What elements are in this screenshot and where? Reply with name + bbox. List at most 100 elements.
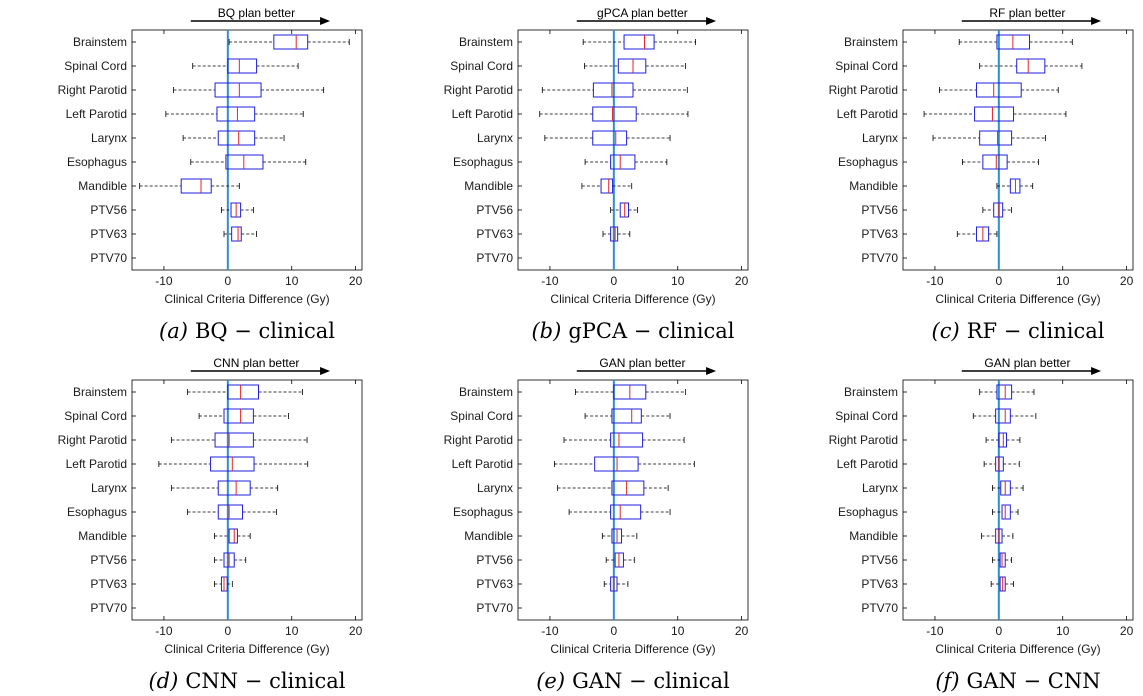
box-8 (602, 226, 631, 242)
x-tick-label: -10 (541, 624, 559, 638)
caption-text: GAN − clinical (572, 669, 730, 693)
y-category-label: Larynx (862, 131, 898, 145)
iqr-box (594, 456, 639, 472)
y-category-label: Mandible (849, 179, 898, 193)
box-2 (171, 432, 308, 448)
y-category-label: PTV63 (476, 227, 513, 241)
box-3 (158, 456, 309, 472)
y-category-label: Larynx (862, 481, 898, 495)
box-5 (187, 504, 277, 520)
x-tick-label: 20 (1120, 624, 1134, 638)
y-category-label: PTV70 (90, 601, 127, 615)
better-arrow-head (1091, 17, 1102, 25)
y-category-label: Left Parotid (837, 457, 898, 471)
better-arrow-label: GAN plan better (984, 356, 1070, 370)
box-4 (171, 480, 279, 496)
x-tick-label: 10 (1056, 624, 1070, 638)
x-tick-label: 0 (224, 274, 231, 288)
box-3 (554, 456, 695, 472)
subplot-caption: (b) gPCA − clinical (531, 319, 734, 343)
iqr-box (225, 154, 264, 170)
caption-letter: (e) (536, 669, 565, 693)
box-1 (972, 408, 1037, 424)
iqr-box (1016, 58, 1046, 74)
iqr-box (975, 82, 1022, 98)
y-category-label: PTV56 (861, 203, 898, 217)
box-8 (223, 226, 257, 242)
iqr-box (592, 106, 637, 122)
x-tick-label: 20 (1120, 274, 1134, 288)
y-category-label: Mandible (464, 529, 513, 543)
box-6 (996, 178, 1034, 194)
iqr-box (610, 432, 644, 448)
caption-letter: (b) (531, 319, 561, 343)
plot-frame (902, 29, 1134, 271)
subplot-caption: (a) BQ − clinical (159, 319, 335, 343)
box-6 (139, 178, 240, 194)
x-tick-label: 20 (735, 274, 749, 288)
iqr-box (216, 106, 256, 122)
box-7 (982, 202, 1013, 218)
caption-text: RF − clinical (967, 319, 1105, 343)
iqr-box (974, 106, 1015, 122)
iqr-box (228, 528, 238, 544)
iqr-box (214, 82, 262, 98)
box-7 (605, 552, 635, 568)
plot-frame (902, 379, 1134, 621)
box-7 (221, 202, 254, 218)
box-0 (187, 384, 303, 400)
iqr-box (600, 178, 614, 194)
x-tick-label: 20 (735, 624, 749, 638)
better-arrow-label: CNN plan better (213, 356, 299, 370)
x-tick-label: 20 (349, 274, 363, 288)
y-category-label: PTV63 (90, 227, 127, 241)
y-category-label: Right Parotid (444, 83, 513, 97)
subplot-f: -10 0 10 20 Brainstem Spinal Cord Right Paroti… (829, 356, 1134, 693)
y-category-label: Spinal Cord (64, 409, 127, 423)
y-category-label: Esophagus (453, 505, 513, 519)
x-axis-title: Clinical Criteria Difference (Gy) (164, 292, 329, 306)
x-axis-title: Clinical Criteria Difference (Gy) (550, 642, 715, 656)
y-category-label: PTV63 (476, 577, 513, 591)
iqr-box (227, 58, 258, 74)
subplot-e: -10 0 10 20 Brainstem Spinal Cord Right Paroti… (444, 356, 749, 693)
y-category-label: Brainstem (73, 385, 127, 399)
iqr-box (996, 384, 1013, 400)
y-category-label: PTV56 (476, 553, 513, 567)
better-arrow-label: GAN plan better (599, 356, 685, 370)
caption-text: gPCA − clinical (568, 319, 734, 343)
box-5 (992, 504, 1019, 520)
y-category-label: Esophagus (838, 155, 898, 169)
y-category-label: Brainstem (459, 385, 513, 399)
caption-text: CNN − clinical (185, 669, 345, 693)
y-category-label: Mandible (78, 529, 127, 543)
box-2 (939, 82, 1059, 98)
iqr-box (227, 384, 259, 400)
x-tick-label: 10 (671, 274, 685, 288)
iqr-box (623, 34, 655, 50)
x-axis-title: Clinical Criteria Difference (Gy) (935, 642, 1100, 656)
caption-letter: (a) (159, 319, 188, 343)
y-category-label: Esophagus (453, 155, 513, 169)
x-tick-label: 0 (224, 624, 231, 638)
x-tick-label: -10 (155, 274, 173, 288)
x-tick-label: -10 (926, 274, 944, 288)
box-0 (228, 34, 350, 50)
better-arrow-label: gPCA plan better (597, 6, 688, 20)
y-category-label: PTV70 (90, 251, 127, 265)
y-category-label: Larynx (91, 131, 127, 145)
box-7 (992, 552, 1013, 568)
box-7 (214, 552, 247, 568)
caption-text: GAN − CNN (967, 669, 1101, 693)
box-5 (962, 154, 1039, 170)
y-category-label: Brainstem (73, 35, 127, 49)
better-arrow-label: RF plan better (989, 6, 1065, 20)
x-tick-label: 10 (285, 624, 299, 638)
iqr-box (231, 226, 242, 242)
caption-letter: (c) (932, 319, 960, 343)
x-tick-label: 10 (671, 624, 685, 638)
box-3 (539, 106, 689, 122)
y-category-label: Larynx (477, 481, 513, 495)
iqr-box (217, 130, 256, 146)
y-category-label: PTV63 (861, 577, 898, 591)
